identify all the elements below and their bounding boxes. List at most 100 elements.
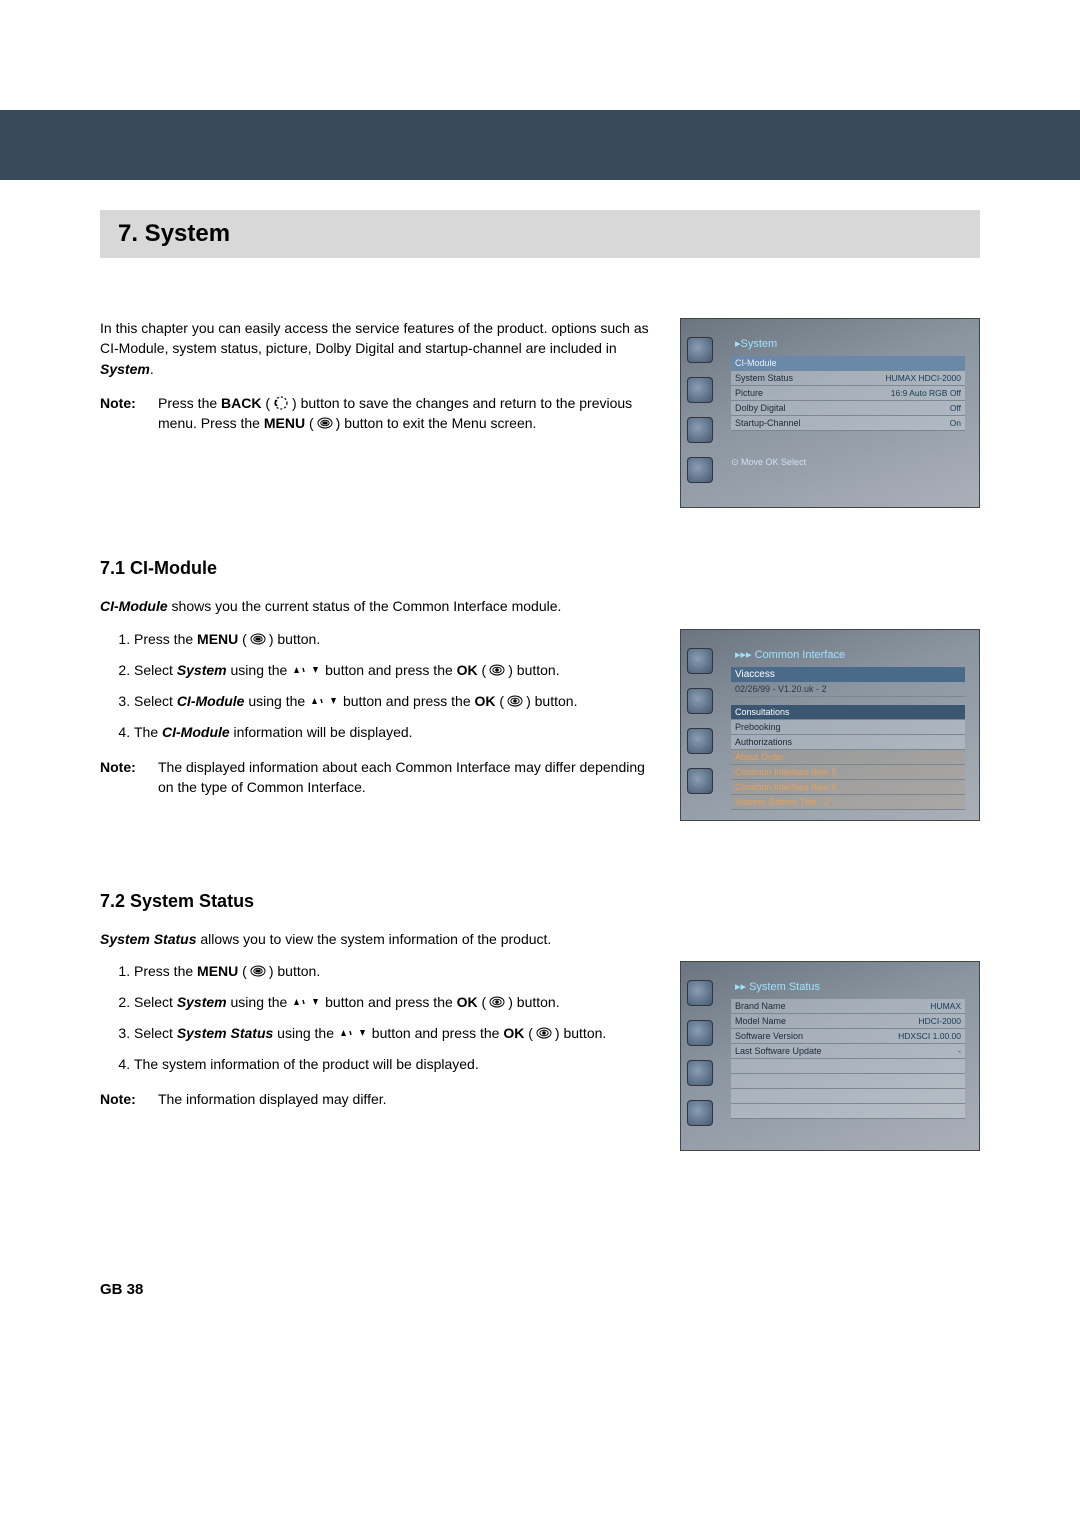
up-down-icon <box>311 695 337 707</box>
page-footer: GB 38 <box>100 1281 980 1298</box>
sc-icon <box>687 457 713 483</box>
sc-icon <box>687 377 713 403</box>
s71-intro-b: shows you the current status of the Comm… <box>168 598 562 614</box>
note-label: Note: <box>100 393 144 434</box>
sc-ver: 02/26/99 - V1.20.uk - 2 <box>731 682 965 697</box>
t: button. <box>560 1025 607 1041</box>
subheading-71: 7.1 CI-Module <box>100 558 980 579</box>
sc-title: ▸▸ System Status <box>731 980 965 993</box>
steps-72: Press the MENU () button. Select System … <box>100 961 650 1075</box>
list-item: Select System Status using the button an… <box>134 1023 650 1044</box>
t: button. <box>513 662 560 678</box>
note-body: The displayed information about each Com… <box>158 757 650 798</box>
t: using the <box>273 1025 338 1041</box>
note-body: The information displayed may differ. <box>158 1089 650 1109</box>
list-item: Press the MENU () button. <box>134 629 650 650</box>
t: System <box>177 994 227 1010</box>
t: button and press the <box>339 693 474 709</box>
screenshot-status: ▸▸ System Status Brand NameHUMAXModel Na… <box>680 961 980 1151</box>
sc-icon <box>687 648 713 674</box>
t: Select <box>134 693 177 709</box>
ok-icon <box>506 693 524 709</box>
t: button. <box>513 994 560 1010</box>
section-system-status: 7.2 System Status System Status allows y… <box>100 891 980 1152</box>
list-item: Select CI-Module using the button and pr… <box>134 691 650 712</box>
sc-icon <box>687 768 713 794</box>
t: Select <box>134 662 177 678</box>
list-item: Select System using the button and press… <box>134 660 650 681</box>
s71-intro-a: CI-Module <box>100 598 168 614</box>
menu-icon <box>316 415 334 431</box>
intro-p1a: In this chapter you can easily access th… <box>100 320 649 356</box>
intro-p1c: . <box>150 361 154 377</box>
up-down-icon <box>340 1027 366 1039</box>
sc-list: ConsultationsPrebookingAuthorizationsAbo… <box>731 705 965 810</box>
t: CI-Module <box>162 724 230 740</box>
list-item: Select System using the button and press… <box>134 992 650 1013</box>
t: button and press the <box>321 662 456 678</box>
s72-intro-a: System Status <box>100 931 196 947</box>
list-item: Press the MENU () button. <box>134 961 650 982</box>
sc-title: ▸▸▸ Common Interface <box>731 648 965 661</box>
t: Press the <box>134 631 197 647</box>
screenshot-ci: ▸▸▸ Common Interface Viaccess 02/26/99 -… <box>680 629 980 821</box>
note-label: Note: <box>100 757 144 798</box>
menu-icon <box>249 963 267 979</box>
steps-71: Press the MENU () button. Select System … <box>100 629 650 743</box>
list-item: The system information of the product wi… <box>134 1054 650 1075</box>
t: button. <box>531 693 578 709</box>
t: CI-Module <box>177 693 245 709</box>
t: System Status <box>177 1025 273 1041</box>
t: Press the <box>134 963 197 979</box>
t: OK <box>457 994 478 1010</box>
sc-table: CI-ModuleSystem StatusHUMAX HDCI-2000Pic… <box>731 356 965 431</box>
s72-intro-b: allows you to view the system informatio… <box>196 931 551 947</box>
note-menu: MENU <box>264 415 305 431</box>
intro-text: In this chapter you can easily access th… <box>100 318 650 508</box>
t: button. <box>274 963 321 979</box>
sc-icon <box>687 980 713 1006</box>
sc-table: Brand NameHUMAXModel NameHDCI-2000Softwa… <box>731 999 965 1119</box>
ok-icon <box>488 662 506 678</box>
intro-p1b: System <box>100 361 150 377</box>
section-ci-module: 7.1 CI-Module CI-Module shows you the cu… <box>100 558 980 821</box>
t: OK <box>503 1025 524 1041</box>
t: button and press the <box>368 1025 503 1041</box>
t: System <box>177 662 227 678</box>
sc-hint: ⊙ Move OK Select <box>731 457 965 468</box>
sc-icon <box>687 728 713 754</box>
up-down-icon <box>293 664 319 676</box>
sc-brand: Viaccess <box>731 667 965 682</box>
sc-icon <box>687 1060 713 1086</box>
t: information will be displayed. <box>230 724 413 740</box>
t: using the <box>227 662 292 678</box>
t: button and press the <box>321 994 456 1010</box>
back-icon <box>272 395 290 411</box>
sc-icon <box>687 1020 713 1046</box>
sc-icon <box>687 337 713 363</box>
ok-icon <box>488 994 506 1010</box>
note-body: Press the BACK () button to save the cha… <box>158 393 650 434</box>
t: MENU <box>197 631 238 647</box>
t: Select <box>134 994 177 1010</box>
note-back: BACK <box>221 395 261 411</box>
list-item: The CI-Module information will be displa… <box>134 722 650 743</box>
t: The <box>134 724 162 740</box>
note-a: Press the <box>158 395 221 411</box>
ok-icon <box>535 1025 553 1041</box>
sc-title: ▸System <box>731 337 965 350</box>
sc-icon <box>687 1100 713 1126</box>
subheading-72: 7.2 System Status <box>100 891 980 912</box>
note-c: button to exit the Menu screen. <box>344 415 536 431</box>
note-label: Note: <box>100 1089 144 1109</box>
sc-icon <box>687 417 713 443</box>
t: button. <box>274 631 321 647</box>
screenshot-system: ▸System CI-ModuleSystem StatusHUMAX HDCI… <box>680 318 980 508</box>
t: using the <box>244 693 309 709</box>
t: Select <box>134 1025 177 1041</box>
t: OK <box>457 662 478 678</box>
sc-icon <box>687 688 713 714</box>
top-banner <box>0 110 1080 180</box>
menu-icon <box>249 631 267 647</box>
intro-row: In this chapter you can easily access th… <box>100 318 980 508</box>
